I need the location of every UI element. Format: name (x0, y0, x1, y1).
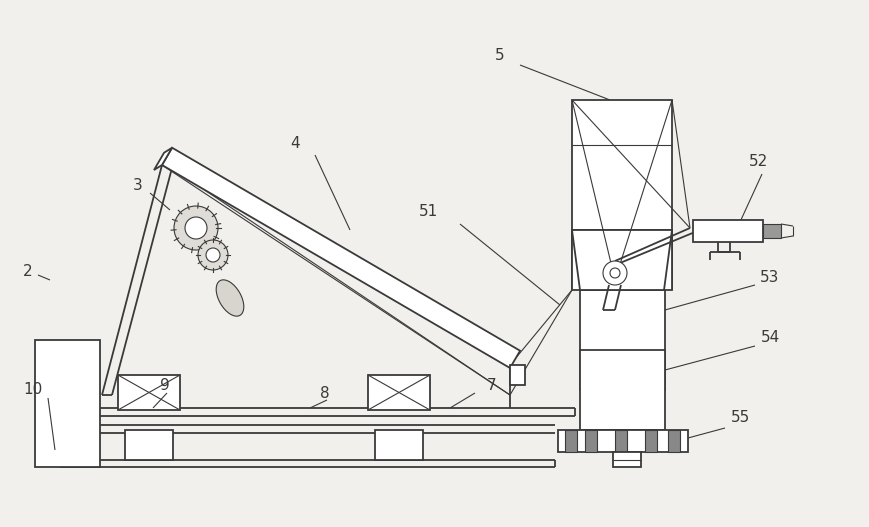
Text: 7: 7 (488, 377, 497, 393)
Circle shape (206, 248, 220, 262)
Polygon shape (154, 148, 172, 170)
Bar (763, 224, 781, 238)
Circle shape (75, 438, 85, 448)
Bar (510, 365, 525, 385)
Circle shape (174, 206, 218, 250)
Bar (580, 290, 665, 390)
Text: 8: 8 (320, 385, 330, 401)
Circle shape (198, 240, 228, 270)
Polygon shape (572, 230, 672, 290)
Bar (368, 375, 430, 410)
Bar (615, 430, 627, 452)
Circle shape (70, 433, 90, 453)
Bar (35, 340, 100, 467)
Text: 54: 54 (760, 330, 779, 346)
Bar (565, 430, 577, 452)
Text: 3: 3 (133, 178, 143, 192)
Bar (118, 375, 180, 410)
Text: 53: 53 (760, 270, 779, 286)
Text: 10: 10 (23, 383, 43, 397)
Bar (613, 452, 641, 467)
Text: 55: 55 (730, 411, 750, 425)
Ellipse shape (216, 280, 244, 316)
Bar (125, 430, 173, 460)
Bar (558, 430, 688, 452)
Circle shape (610, 268, 620, 278)
Text: 51: 51 (418, 204, 438, 220)
Polygon shape (162, 148, 520, 368)
Bar (572, 100, 672, 230)
Bar (645, 430, 657, 452)
Text: 5: 5 (495, 47, 505, 63)
Text: 2: 2 (23, 265, 33, 279)
Text: 9: 9 (160, 377, 169, 393)
Text: 4: 4 (290, 135, 300, 151)
Text: 52: 52 (748, 154, 767, 170)
Bar (693, 220, 763, 242)
Circle shape (603, 261, 627, 285)
Circle shape (185, 217, 207, 239)
Bar (585, 430, 597, 452)
Bar (668, 430, 680, 452)
Bar (375, 430, 423, 460)
Bar (580, 350, 665, 430)
